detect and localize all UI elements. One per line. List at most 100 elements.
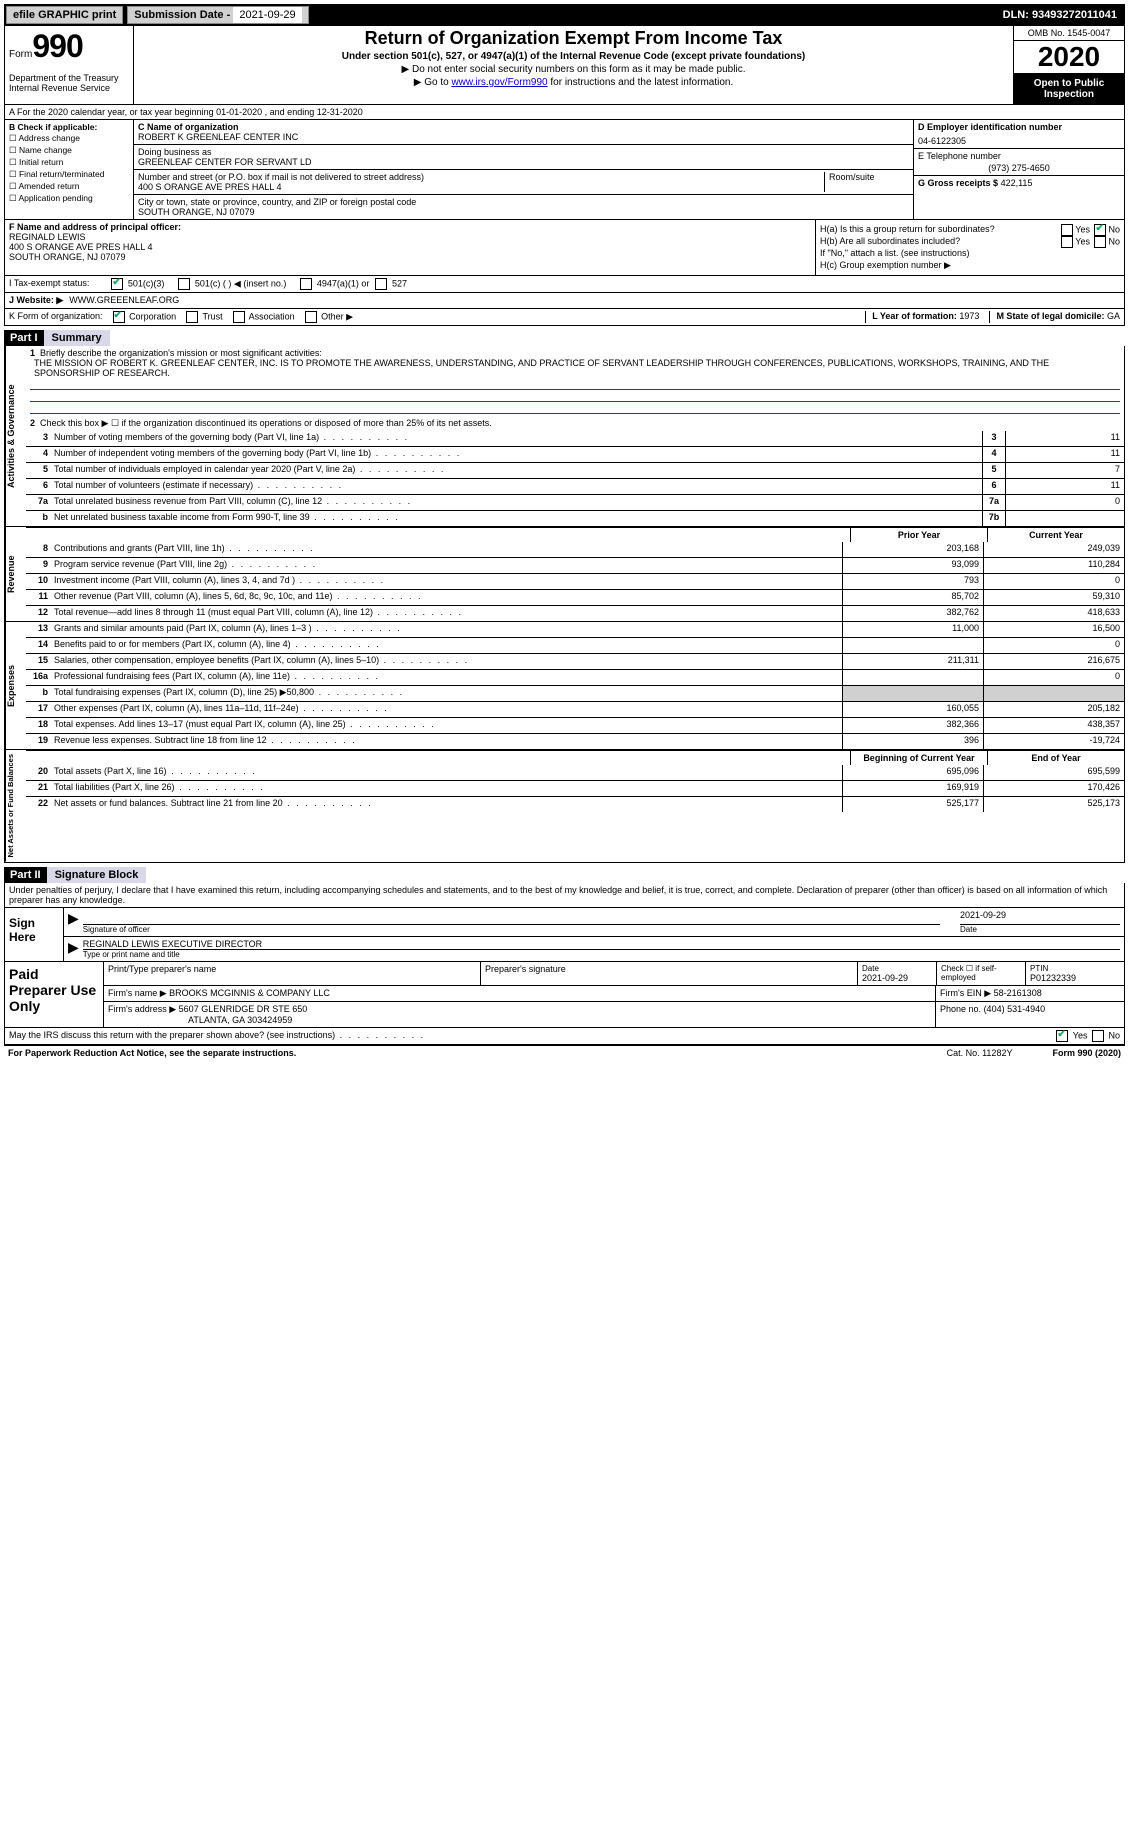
gross-receipts: 422,115 xyxy=(1001,178,1033,188)
part2-hdr: Part II xyxy=(4,867,47,883)
sign-here-lbl: Sign Here xyxy=(5,908,63,961)
ha-no[interactable] xyxy=(1094,224,1106,236)
hc-text: H(c) Group exemption number ▶ xyxy=(820,260,1120,271)
line-20: 20 Total assets (Part X, line 16) 695,09… xyxy=(26,765,1124,780)
ein-value: 04-6122305 xyxy=(918,136,1120,146)
h-note: If "No," attach a list. (see instruction… xyxy=(820,248,1120,258)
ptin-lbl: PTIN xyxy=(1030,964,1120,973)
phone-lbl: E Telephone number xyxy=(918,151,1120,161)
ck-corp[interactable] xyxy=(113,311,125,323)
prior-year-hdr: Prior Year xyxy=(850,528,987,542)
line-b: b Total fundraising expenses (Part IX, c… xyxy=(26,685,1124,701)
ck-assoc[interactable] xyxy=(233,311,245,323)
line-16a: 16a Professional fundraising fees (Part … xyxy=(26,669,1124,685)
line-17: 17 Other expenses (Part IX, column (A), … xyxy=(26,701,1124,717)
state-domicile: GA xyxy=(1107,311,1120,321)
dln-val: 93493272011041 xyxy=(1032,9,1117,21)
a-tax-year-line: A For the 2020 calendar year, or tax yea… xyxy=(4,105,1125,120)
beg-end-hdr: Beginning of Current Year End of Year xyxy=(26,750,1124,765)
goto-post: for instructions and the latest informat… xyxy=(548,77,734,88)
line-14: 14 Benefits paid to or for members (Part… xyxy=(26,637,1124,653)
goto-pre: ▶ Go to xyxy=(414,77,452,88)
firm-ein-lbl: Firm's EIN ▶ xyxy=(940,988,991,998)
return-title: Return of Organization Exempt From Incom… xyxy=(138,28,1009,49)
paid-preparer-block: Paid Preparer Use Only Print/Type prepar… xyxy=(4,962,1125,1028)
beginning-year-hdr: Beginning of Current Year xyxy=(850,751,987,765)
cb-name-change[interactable]: ☐ Name change xyxy=(9,145,129,156)
side-activities-governance: Activities & Governance xyxy=(5,346,26,526)
ck-trust[interactable] xyxy=(186,311,198,323)
cb-initial-return[interactable]: ☐ Initial return xyxy=(9,157,129,168)
part1-header: Part ISummary xyxy=(4,326,1125,346)
part2-header: Part IISignature Block xyxy=(4,863,1125,883)
ha-yes[interactable] xyxy=(1061,224,1073,236)
tax-year: 2020 xyxy=(1014,41,1124,74)
line-4: 4 Number of independent voting members o… xyxy=(26,446,1124,462)
prior-current-hdr: Prior Year Current Year xyxy=(26,527,1124,542)
end-year-hdr: End of Year xyxy=(987,751,1124,765)
line-b: b Net unrelated business taxable income … xyxy=(26,510,1124,526)
return-subtitle: Under section 501(c), 527, or 4947(a)(1)… xyxy=(138,51,1009,62)
cb-final-return[interactable]: ☐ Final return/terminated xyxy=(9,169,129,180)
cb-address-change[interactable]: ☐ Address change xyxy=(9,133,129,144)
line-5: 5 Total number of individuals employed i… xyxy=(26,462,1124,478)
row-k-form-org: K Form of organization: Corporation Trus… xyxy=(4,309,1125,326)
dept-treasury: Department of the Treasury Internal Reve… xyxy=(9,73,129,93)
line-7a: 7a Total unrelated business revenue from… xyxy=(26,494,1124,510)
line-13: 13 Grants and similar amounts paid (Part… xyxy=(26,622,1124,637)
may-irs-text: May the IRS discuss this return with the… xyxy=(9,1030,425,1042)
submission-date-label: Submission Date - 2021-09-29 xyxy=(127,6,308,24)
line-6: 6 Total number of volunteers (estimate i… xyxy=(26,478,1124,494)
cb-amended[interactable]: ☐ Amended return xyxy=(9,181,129,192)
ck-other[interactable] xyxy=(305,311,317,323)
ck-4947[interactable] xyxy=(300,278,312,290)
part1-rev-section: Revenue Prior Year Current Year 8 Contri… xyxy=(4,527,1125,622)
sig-arrow-icon: ▶ xyxy=(68,939,79,959)
open-public: Open to Public Inspection xyxy=(1014,74,1124,104)
form-ref: Form 990 (2020) xyxy=(1052,1048,1121,1058)
firm-ein: 58-2161308 xyxy=(994,988,1042,998)
officer-addr2: SOUTH ORANGE, NJ 07079 xyxy=(9,252,811,262)
j-lbl: J Website: ▶ xyxy=(9,295,63,306)
dba-lbl: Doing business as xyxy=(138,147,909,157)
dba-name: GREENLEAF CENTER FOR SERVANT LD xyxy=(138,157,909,167)
ck-501c3[interactable] xyxy=(111,278,123,290)
may-irs-discuss: May the IRS discuss this return with the… xyxy=(4,1028,1125,1045)
part1-exp-section: Expenses 13 Grants and similar amounts p… xyxy=(4,622,1125,750)
side-expenses: Expenses xyxy=(5,622,26,749)
hb-no[interactable] xyxy=(1094,236,1106,248)
part2-title: Signature Block xyxy=(47,867,147,883)
officer-signature-field[interactable] xyxy=(83,910,940,925)
top-bar: efile GRAPHIC print Submission Date - 20… xyxy=(4,4,1125,26)
c-name-lbl: C Name of organization xyxy=(138,122,909,132)
type-name-lbl: Type or print name and title xyxy=(83,949,1120,959)
sub-date-val: 2021-09-29 xyxy=(233,7,301,23)
firm-phone-lbl: Phone no. xyxy=(940,1004,981,1014)
part1-ag-section: Activities & Governance 1 Briefly descri… xyxy=(4,346,1125,527)
side-revenue: Revenue xyxy=(5,527,26,621)
omb-number: OMB No. 1545-0047 xyxy=(1014,26,1124,41)
irs-link[interactable]: www.irs.gov/Form990 xyxy=(451,77,547,88)
irs-no[interactable] xyxy=(1092,1030,1104,1042)
ssn-note: ▶ Do not enter social security numbers o… xyxy=(138,64,1009,75)
ck-527[interactable] xyxy=(375,278,387,290)
gross-lbl: G Gross receipts $ xyxy=(918,178,998,188)
line-22: 22 Net assets or fund balances. Subtract… xyxy=(26,796,1124,812)
dln: DLN: 93493272011041 xyxy=(1003,9,1123,21)
col-de: D Employer identification number 04-6122… xyxy=(913,120,1124,219)
ck-501c[interactable] xyxy=(178,278,190,290)
addr-lbl: Number and street (or P.O. box if mail i… xyxy=(138,172,824,182)
irs-yes[interactable] xyxy=(1056,1030,1068,1042)
firm-name: BROOKS MCGINNIS & COMPANY LLC xyxy=(169,988,330,998)
cb-app-pending[interactable]: ☐ Application pending xyxy=(9,193,129,204)
line-10: 10 Investment income (Part VIII, column … xyxy=(26,573,1124,589)
self-employed-ck[interactable]: Check ☐ if self-employed xyxy=(937,962,1026,985)
firm-addr2: ATLANTA, GA 303424959 xyxy=(188,1015,292,1025)
efile-print-button[interactable]: efile GRAPHIC print xyxy=(6,6,123,24)
city-state-zip: SOUTH ORANGE, NJ 07079 xyxy=(138,207,909,217)
ha-text: H(a) Is this a group return for subordin… xyxy=(820,224,995,234)
l-lbl: L Year of formation: xyxy=(872,311,957,321)
current-year-hdr: Current Year xyxy=(987,528,1124,542)
perjury-declaration: Under penalties of perjury, I declare th… xyxy=(5,883,1124,907)
hb-yes[interactable] xyxy=(1061,236,1073,248)
